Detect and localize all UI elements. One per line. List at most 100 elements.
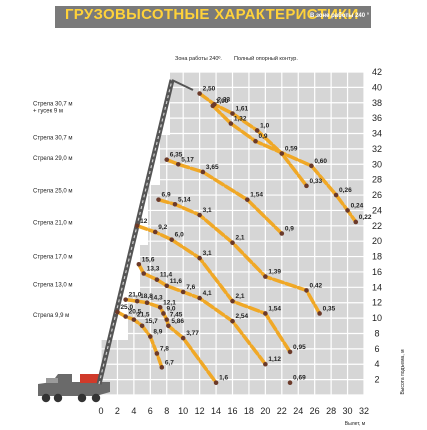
load-value-label: 2,1 <box>236 293 245 300</box>
load-value-label: 6,7 <box>165 359 174 366</box>
load-point <box>152 229 158 235</box>
load-point <box>154 351 160 356</box>
load-value-label: 3,1 <box>203 250 212 257</box>
load-point <box>230 111 235 116</box>
load-point <box>304 183 309 189</box>
load-curve <box>137 262 268 366</box>
load-point <box>134 298 140 304</box>
load-point <box>154 277 160 282</box>
load-value-label: 1,90 <box>216 98 229 105</box>
load-value-label: 6,35 <box>170 152 183 159</box>
y-tick-label: 40 <box>372 82 382 92</box>
boom-label: Стрела 21,0 м <box>33 221 73 227</box>
load-value-label: 0,26 <box>339 187 352 194</box>
load-point <box>287 349 293 355</box>
boom-label: Стрела 9,9 м <box>33 313 69 319</box>
boom-label: Стрела 17,0 м <box>33 255 73 261</box>
y-tick-label: 10 <box>372 313 382 323</box>
x-tick-label: 10 <box>178 406 188 416</box>
load-value-label: 12 <box>140 218 148 225</box>
load-value-label: 14,3 <box>150 295 163 302</box>
load-value-label: 0,95 <box>293 344 306 351</box>
x-tick-label: 30 <box>343 406 353 416</box>
load-point <box>156 197 161 202</box>
load-value-label: 0,24 <box>351 202 364 209</box>
x-tick-label: 4 <box>131 406 136 416</box>
load-point <box>148 334 153 339</box>
load-point <box>164 157 170 162</box>
load-point <box>144 300 150 306</box>
load-point <box>131 317 137 322</box>
chart-subtitle: В зоне работы 240 ° <box>310 13 370 19</box>
load-point <box>213 380 219 385</box>
y-axis-label: Высота подъема, м <box>400 349 406 395</box>
load-point <box>166 323 171 329</box>
load-value-label: 1,61 <box>236 106 249 113</box>
load-point <box>141 271 147 276</box>
boom-label: Стрела 30,7 м <box>33 135 73 141</box>
support-annotation: Полный опорный контур. <box>234 55 298 62</box>
load-point <box>180 289 186 295</box>
load-value-label: 3,77 <box>186 330 199 337</box>
load-value-label: 13,3 <box>147 265 160 272</box>
load-point <box>304 288 309 293</box>
y-tick-label: 18 <box>372 252 382 262</box>
load-value-label: 6,0 <box>175 232 184 239</box>
x-tick-label: 32 <box>359 406 369 416</box>
boom-label: + гусек 9 м <box>33 108 63 114</box>
load-value-label: 5,14 <box>178 196 191 203</box>
load-value-label: 5,17 <box>181 156 194 163</box>
y-tick-label: 12 <box>372 298 382 308</box>
y-tick-label: 26 <box>372 190 382 200</box>
load-point <box>317 311 322 316</box>
load-point <box>230 298 235 304</box>
load-value-label: 7,6 <box>186 284 195 291</box>
boom-label: Стрела 25,0 м <box>33 188 73 194</box>
load-point <box>139 323 145 329</box>
boom-label: Стрела 29,0 м <box>33 156 73 162</box>
load-value-label: 0,59 <box>285 146 298 153</box>
y-tick-label: 30 <box>372 159 382 169</box>
load-value-label: 0,60 <box>314 158 327 165</box>
load-value-label: 1,6 <box>219 375 228 382</box>
load-value-label: 9,2 <box>158 224 167 231</box>
load-point <box>157 305 163 310</box>
y-tick-label: 24 <box>372 205 382 215</box>
load-value-label: 0,42 <box>309 282 322 289</box>
load-value-label: 2,54 <box>236 313 249 320</box>
load-point <box>263 274 268 279</box>
load-value-label: 11,6 <box>170 278 183 285</box>
x-tick-label: 6 <box>148 406 153 416</box>
load-value-label: 3,1 <box>203 207 212 214</box>
x-tick-label: 28 <box>326 406 336 416</box>
load-value-label: 18,8 <box>140 293 153 300</box>
x-axis-label: Вылет, м <box>345 421 366 427</box>
load-point <box>279 151 285 156</box>
y-tick-label: 38 <box>372 98 382 108</box>
y-tick-label: 4 <box>374 359 379 369</box>
crane-boom-lattice <box>98 79 173 385</box>
load-point <box>228 121 234 126</box>
load-value-label: 0,33 <box>309 178 322 185</box>
load-value-label: 2,23 <box>217 96 230 103</box>
load-value-label: 5,86 <box>171 318 184 325</box>
x-tick-label: 24 <box>293 406 303 416</box>
load-value-label: 7,45 <box>170 312 183 319</box>
crane-truck-wheel <box>41 393 51 403</box>
load-value-label: 0,22 <box>359 214 372 221</box>
load-point <box>345 208 350 213</box>
load-value-label: 3,65 <box>206 164 219 171</box>
boom-label: Стрела 30,7 м <box>33 102 73 108</box>
y-tick-label: 6 <box>374 344 379 354</box>
load-value-label: 21,0 <box>129 292 142 299</box>
load-point <box>134 223 140 229</box>
crane-truck-wheel <box>53 393 63 403</box>
y-tick-label: 28 <box>372 175 382 185</box>
load-value-label: 11,4 <box>160 272 173 279</box>
y-tick-label: 16 <box>372 267 382 277</box>
load-value-label: 1,12 <box>268 356 281 363</box>
load-value-label: 20,5 <box>129 309 142 316</box>
crane-truck-wheel <box>77 393 87 403</box>
load-value-label: 6,9 <box>162 192 171 199</box>
